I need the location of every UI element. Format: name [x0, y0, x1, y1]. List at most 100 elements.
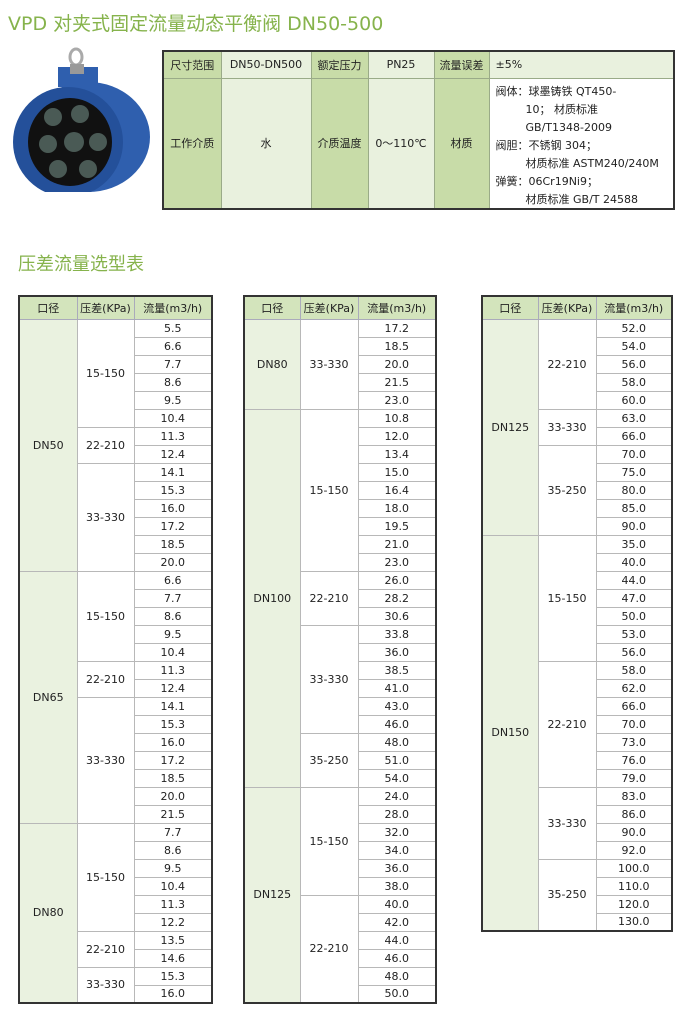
table-row: DN125 22-210 52.0	[481, 318, 673, 536]
flow-cell: 36.0	[357, 642, 437, 662]
table-row: 42.0	[244, 912, 437, 932]
flow-cell: 47.0	[595, 588, 673, 608]
flow-cell: 19.5	[357, 516, 437, 536]
flow-cell: 30.6	[357, 606, 437, 626]
table-row: DN80 15-150 7.7	[18, 822, 213, 1004]
flow-cell: 50.0	[357, 984, 437, 1004]
table-row: 10.4	[19, 642, 213, 662]
material-line: 材质标准 ASTM240/240M	[525, 156, 659, 170]
page-title: VPD 对夹式固定流量动态平衡阀 DN50-500	[8, 13, 384, 35]
flow-cell: 11.3	[133, 426, 213, 446]
pressure-diff-cell: 33-330	[76, 462, 135, 572]
flow-cell: 12.4	[133, 678, 213, 698]
flow-table-2: 口径 压差(KPa) 流量(m3/h) DN80 33-330 17.2 18.5 20.0 2…	[243, 295, 437, 1004]
flow-cell: 56.0	[595, 354, 673, 374]
flow-cell: 40.0	[357, 894, 437, 914]
table-row: 46.0	[244, 948, 437, 968]
medium-value: 水	[220, 77, 312, 208]
medium-label: 工作介质	[164, 77, 222, 208]
flow-cell: 90.0	[595, 822, 673, 842]
table-row: 44.0	[482, 570, 673, 590]
size-cell: DN100	[243, 408, 301, 788]
temp-label: 介质温度	[310, 77, 369, 208]
flow-cell: 43.0	[357, 696, 437, 716]
flow-cell: 24.0	[357, 786, 437, 806]
table-row: 12.0	[244, 426, 437, 446]
pressure-diff-cell: 33-330	[76, 696, 135, 824]
flow-cell: 12.4	[133, 444, 213, 464]
table-row: 38.0	[244, 876, 437, 896]
pressure-diff-cell: 22-210	[537, 660, 597, 788]
pressure-diff-cell: 35-250	[537, 858, 597, 932]
flow-cell: 110.0	[595, 876, 673, 896]
flow-cell: 16.0	[133, 732, 213, 752]
flow-cell: 58.0	[595, 660, 673, 680]
flow-table-3: 口径 压差(KPa) 流量(m3/h) DN125 22-210 52.0 54.0 56.0…	[481, 295, 673, 932]
flow-cell: 28.2	[357, 588, 437, 608]
flow-cell: 10.4	[133, 642, 213, 662]
flow-cell: 7.7	[133, 822, 213, 842]
pressure-diff-cell: 33-330	[299, 318, 359, 410]
flow-cell: 44.0	[595, 570, 673, 590]
table-row: 21.0	[244, 534, 437, 554]
table-row: 120.0	[482, 894, 673, 914]
flow-cell: 56.0	[595, 642, 673, 662]
table-row: 22-210 11.3	[19, 426, 213, 464]
flow-cell: 5.5	[133, 318, 213, 338]
pressure-diff-cell: 15-150	[76, 822, 135, 932]
flow-cell: 14.6	[133, 948, 213, 968]
table-row: DN100 15-150 10.8	[243, 408, 437, 788]
valve-product-image	[13, 47, 150, 192]
flow-cell: 120.0	[595, 894, 673, 914]
table-row: DN125 15-150 24.0	[243, 786, 437, 1004]
flow-cell: 7.7	[133, 354, 213, 374]
flow-cell: 35.0	[595, 534, 673, 554]
flow-cell: 85.0	[595, 498, 673, 518]
table-row: 11.3	[19, 894, 213, 914]
flow-cell: 17.2	[133, 750, 213, 770]
flow-cell: 66.0	[595, 426, 673, 446]
flow-cell: 76.0	[595, 750, 673, 770]
flow-cell: 79.0	[595, 768, 673, 788]
pressure-diff-cell: 35-250	[299, 732, 359, 788]
pressure-diff-cell: 22-210	[76, 660, 135, 698]
flow-cell: 44.0	[357, 930, 437, 950]
size-cell: DN150	[481, 534, 539, 932]
table-row: 10.4	[19, 408, 213, 428]
table-row: 80.0	[482, 480, 673, 500]
pressure-diff-cell: 33-330	[76, 966, 135, 1004]
flow-cell: 18.5	[357, 336, 437, 356]
pressure-diff-cell: 15-150	[76, 318, 135, 428]
flow-cell: 18.0	[357, 498, 437, 518]
pressure-value: PN25	[367, 51, 435, 79]
flow-cell: 10.8	[357, 408, 437, 428]
column-header: 压差(KPa)	[76, 295, 135, 320]
column-header: 口径	[481, 295, 539, 320]
flow-cell: 28.0	[357, 804, 437, 824]
table-row: 33-330 63.0	[482, 408, 673, 446]
flow-cell: 20.0	[133, 552, 213, 572]
flow-cell: 40.0	[595, 552, 673, 572]
material-line: 10； 材质标准	[525, 102, 599, 116]
table-row: 50.0	[482, 606, 673, 626]
table-row: 23.0	[244, 552, 437, 572]
table-row: 40.0	[482, 552, 673, 572]
table-row: 12.4	[19, 678, 213, 698]
table-row: 32.0	[244, 822, 437, 842]
flow-cell: 92.0	[595, 840, 673, 860]
flow-cell: 51.0	[357, 750, 437, 770]
table-row: 60.0	[482, 390, 673, 410]
table-row: 17.2	[19, 750, 213, 770]
flow-cell: 16.4	[357, 480, 437, 500]
table-row: 18.5	[19, 534, 213, 554]
flow-cell: 11.3	[133, 660, 213, 680]
column-header: 流量(m3/h)	[357, 295, 437, 320]
flow-cell: 7.7	[133, 588, 213, 608]
table-row: 28.2	[244, 588, 437, 608]
pressure-diff-cell: 33-330	[537, 786, 597, 860]
pressure-diff-cell: 22-210	[299, 894, 359, 1004]
table-row: 85.0	[482, 498, 673, 518]
flow-cell: 15.3	[133, 966, 213, 986]
table-row: 9.5	[19, 390, 213, 410]
flow-cell: 21.5	[133, 804, 213, 824]
